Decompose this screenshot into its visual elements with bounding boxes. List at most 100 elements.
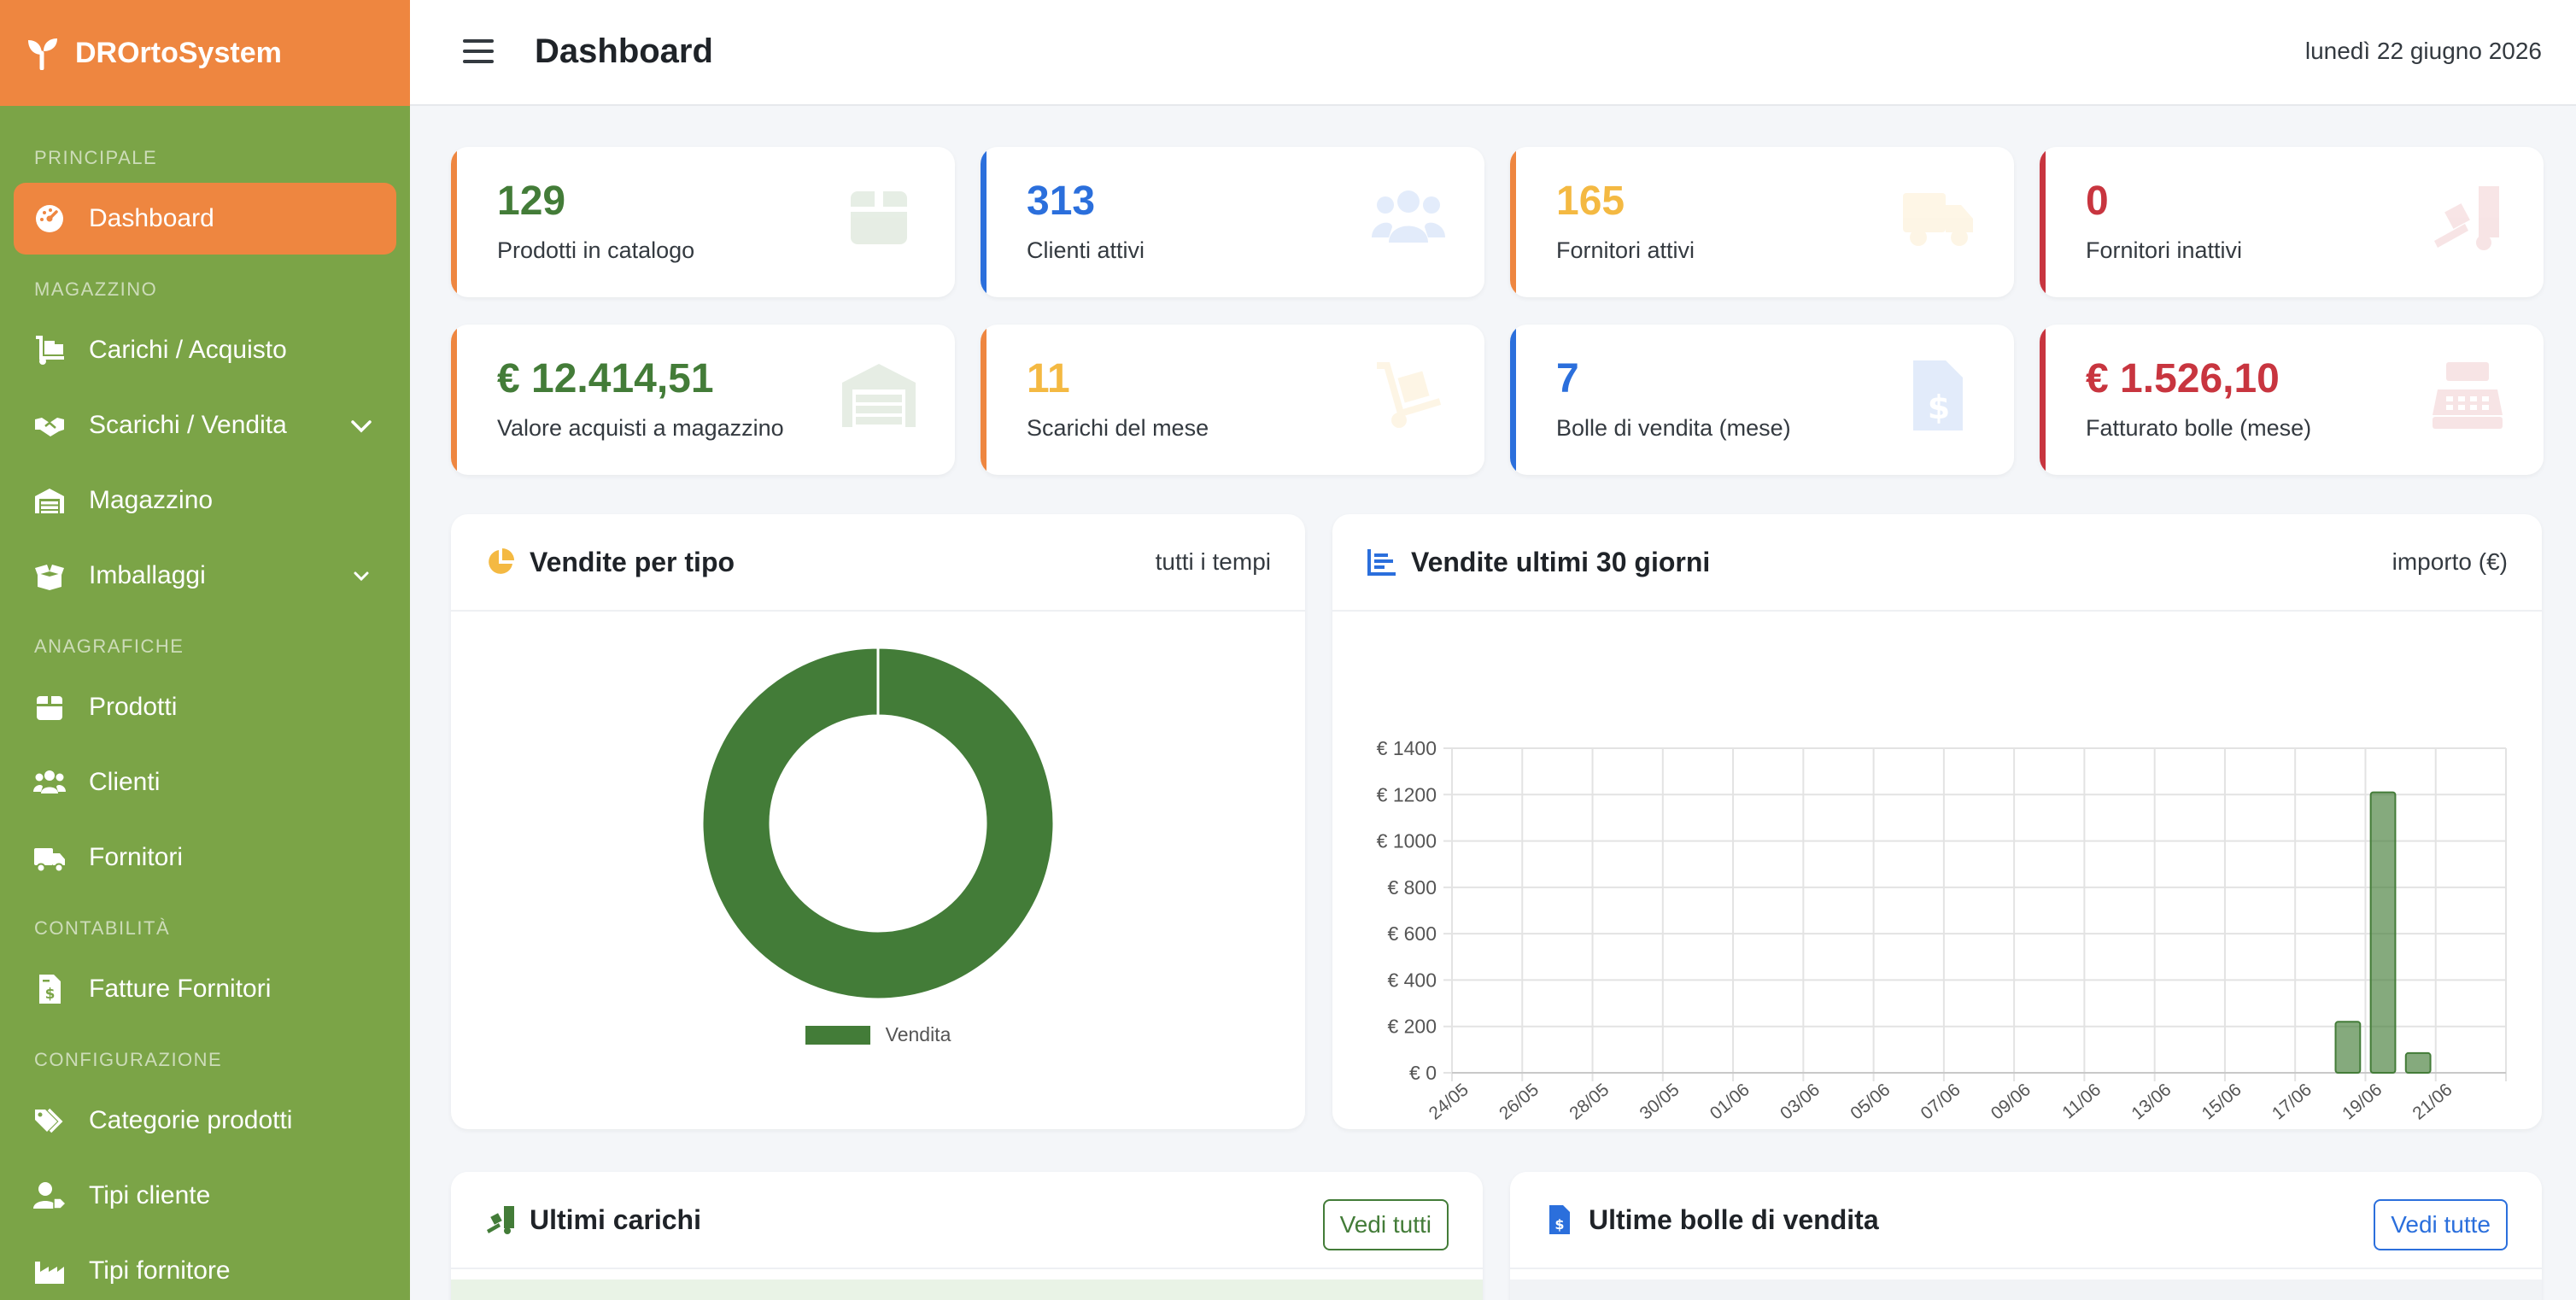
dolly-icon	[1377, 362, 1442, 428]
sidebar-item-fornitori[interactable]: Fornitori	[14, 822, 396, 893]
page-title: Dashboard	[535, 32, 713, 70]
bar-19/06[interactable]	[2369, 791, 2397, 1074]
section-magazzino: MAGAZZINO	[34, 278, 158, 300]
y-tick-label: € 600	[1387, 922, 1437, 945]
stat-value: 313	[1027, 179, 1096, 224]
gauge-icon	[32, 202, 67, 236]
panel-vendite-per-tipo: Vendite per tipo tutti i tempi Vendita	[451, 514, 1305, 1129]
x-tick-label: 01/06	[1707, 1080, 1753, 1123]
panel-title: Ultimi carichi	[530, 1204, 701, 1235]
panel-subtitle: importo (€)	[2392, 548, 2508, 575]
header-date: lunedì 22 giugno 2026	[2304, 38, 2542, 64]
donut-legend: Vendita	[451, 1023, 1305, 1046]
sidebar-item-tipi-cliente[interactable]: Tipi cliente	[14, 1160, 396, 1232]
sidebar-item-tipi-fornitore[interactable]: Tipi fornitore	[14, 1235, 396, 1300]
y-tick-label: € 200	[1387, 1016, 1437, 1038]
file-invoice-dollar-icon: $	[1913, 360, 1963, 430]
hamburger-menu-icon[interactable]	[463, 38, 494, 65]
chevron-down-icon[interactable]	[348, 413, 374, 439]
stat-card-valore-acquisti[interactable]: € 12.414,51 Valore acquisti a magazzino	[451, 325, 955, 475]
brand[interactable]: DROrtoSystem	[0, 0, 410, 106]
stat-label: Bolle di vendita (mese)	[1556, 415, 1791, 441]
stat-card-fornitori-attivi[interactable]: 165 Fornitori attivi	[1510, 147, 2014, 297]
stat-value: 11	[1027, 356, 1070, 401]
stat-card-scarichi[interactable]: 11 Scarichi del mese	[981, 325, 1484, 475]
industry-icon	[32, 1254, 67, 1288]
sidebar-item-magazzino[interactable]: Magazzino	[14, 465, 396, 536]
stat-card-prodotti[interactable]: 129 Prodotti in catalogo	[451, 147, 955, 297]
sidebar-item-label: Prodotti	[89, 693, 178, 721]
bar-18/06[interactable]	[2334, 1021, 2362, 1074]
sidebar-item-clienti[interactable]: Clienti	[14, 747, 396, 818]
chart-bar-icon	[1367, 549, 1396, 576]
x-tick-label: 09/06	[1988, 1080, 2034, 1123]
x-tick-label: 13/06	[2128, 1080, 2175, 1123]
stat-card-clienti[interactable]: 313 Clienti attivi	[981, 147, 1484, 297]
panel-ultimi-carichi: Ultimi carichi Vedi tutti	[451, 1172, 1483, 1300]
cash-register-icon	[2433, 362, 2503, 429]
donut-slice-0[interactable]	[700, 646, 1056, 1001]
y-tick-label: € 0	[1409, 1062, 1437, 1084]
section-principale: PRINCIPALE	[34, 147, 158, 168]
sidebar-item-imballaggi[interactable]: Imballaggi	[14, 540, 396, 612]
sidebar-item-scarichi[interactable]: Scarichi / Vendita	[14, 389, 396, 461]
view-all-carichi-button[interactable]: Vedi tutti	[1322, 1199, 1449, 1250]
sidebar-item-label: Dashboard	[89, 204, 214, 232]
stat-card-bolle[interactable]: 7 Bolle di vendita (mese) $	[1510, 325, 2014, 475]
x-tick-label: 26/05	[1496, 1080, 1543, 1123]
view-all-bolle-button[interactable]: Vedi tutte	[2374, 1199, 2508, 1250]
truck-ramp-icon	[487, 1206, 514, 1234]
handshake-icon	[32, 408, 67, 442]
stat-value: 165	[1556, 179, 1625, 224]
sidebar-item-categorie[interactable]: Categorie prodotti	[14, 1085, 396, 1157]
panel-title: Vendite per tipo	[530, 547, 735, 577]
legend-label: Vendita	[885, 1023, 951, 1045]
user-tag-icon	[32, 1179, 67, 1213]
x-tick-label: 19/06	[2339, 1080, 2386, 1123]
svg-text:$: $	[1928, 389, 1950, 426]
sidebar-item-fatture[interactable]: $ Fatture Fornitori	[14, 953, 396, 1025]
section-anagrafiche: ANAGRAFICHE	[34, 635, 184, 657]
truck-icon	[32, 840, 67, 875]
sidebar-item-label: Tipi fornitore	[89, 1256, 231, 1285]
stat-label: Fornitori inattivi	[2086, 237, 2243, 263]
stat-value: € 12.414,51	[497, 356, 714, 401]
top-header: Dashboard lunedì 22 giugno 2026	[410, 0, 2576, 106]
section-contabilita: CONTABILITÀ	[34, 917, 171, 939]
sidebar-item-label: Scarichi / Vendita	[89, 411, 287, 439]
x-tick-label: 28/05	[1566, 1080, 1613, 1123]
box-icon	[851, 191, 907, 244]
box-open-icon	[32, 559, 67, 593]
panel-vendite-30-giorni: Vendite ultimi 30 giorni importo (€) € 0…	[1332, 514, 2542, 1129]
stat-label: Fornitori attivi	[1556, 237, 1695, 263]
stat-card-fatturato[interactable]: € 1.526,10 Fatturato bolle (mese)	[2040, 325, 2544, 475]
sidebar-item-label: Imballaggi	[89, 561, 206, 589]
warehouse-icon	[842, 364, 916, 427]
panel-subtitle: tutti i tempi	[1155, 548, 1271, 575]
sidebar-item-prodotti[interactable]: Prodotti	[14, 671, 396, 743]
chevron-down-icon[interactable]	[348, 564, 374, 589]
sidebar-item-label: Fornitori	[89, 843, 184, 871]
sidebar-item-carichi[interactable]: Carichi / Acquisto	[14, 314, 396, 386]
seedling-icon	[28, 38, 57, 70]
users-icon	[1372, 190, 1445, 243]
x-tick-label: 03/06	[1777, 1080, 1824, 1123]
sidebar-item-label: Clienti	[89, 768, 161, 796]
bar-20/06[interactable]	[2404, 1051, 2432, 1075]
stat-card-fornitori-inattivi[interactable]: 0 Fornitori inattivi	[2040, 147, 2544, 297]
legend-swatch	[805, 1025, 870, 1045]
x-tick-label: 21/06	[2409, 1080, 2456, 1123]
stat-label: Scarichi del mese	[1027, 415, 1209, 441]
stat-value: 7	[1556, 356, 1579, 401]
stat-label: Prodotti in catalogo	[497, 237, 695, 263]
section-configurazione: CONFIGURAZIONE	[34, 1049, 223, 1070]
stat-value: 129	[497, 179, 566, 224]
sidebar-item-dashboard[interactable]: Dashboard	[14, 183, 396, 255]
chart-pie-icon	[489, 548, 514, 574]
sidebar-item-label: Magazzino	[89, 486, 214, 514]
y-tick-label: € 800	[1387, 876, 1437, 899]
x-tick-label: 07/06	[1917, 1080, 1964, 1123]
dolly-icon	[32, 333, 67, 367]
x-tick-label: 11/06	[2058, 1080, 2105, 1122]
x-tick-label: 30/05	[1636, 1080, 1683, 1123]
